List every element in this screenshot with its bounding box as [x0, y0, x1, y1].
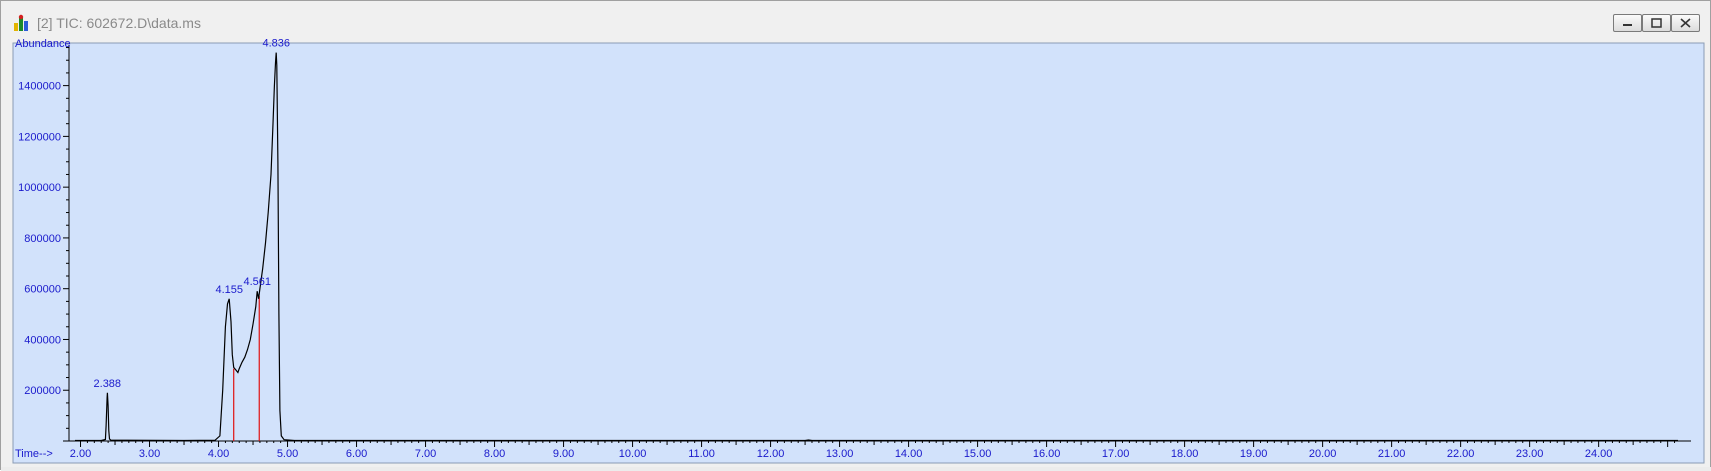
x-tick-label: 16.00: [1033, 448, 1061, 460]
chromatogram-app-icon: [14, 14, 28, 31]
tick-layer: 2.00 3.00 4.00 5.00 6.00 7.00 8.00 9.00 10.00 11.…: [18, 47, 1676, 460]
peak-label: 4.836: [262, 38, 290, 50]
x-tick-label: 11.00: [688, 448, 715, 460]
window-bottom-edge: [1, 467, 1711, 471]
y-tick-label: 200000: [24, 385, 61, 397]
peak-label: 2.388: [94, 378, 122, 390]
window-title: [2] TIC: 602672.D\data.ms: [37, 15, 201, 31]
x-tick-label: 19.00: [1240, 448, 1268, 460]
x-tick-label: 23.00: [1516, 448, 1544, 460]
x-tick-label: 10.00: [619, 448, 647, 460]
y-tick-label: 1000000: [18, 182, 61, 194]
x-tick-label: 13.00: [826, 448, 854, 460]
plot-area: [12, 42, 1705, 464]
x-tick-label: 5.00: [277, 448, 298, 460]
x-tick-label: 24.00: [1585, 448, 1613, 460]
x-tick-label: 6.00: [346, 448, 367, 460]
x-tick-label: 12.00: [757, 448, 785, 460]
x-tick-label: 14.00: [895, 448, 923, 460]
y-tick-label: 600000: [24, 284, 61, 296]
x-tick-label: 8.00: [484, 448, 505, 460]
y-tick-label: 1400000: [18, 81, 61, 93]
y-tick-label: 1200000: [18, 131, 61, 143]
y-tick-label: 400000: [24, 334, 61, 346]
x-tick-label: 17.00: [1102, 448, 1130, 460]
x-tick-label: 22.00: [1447, 448, 1475, 460]
peak-label: 4.561: [243, 276, 271, 288]
y-tick-label: 800000: [24, 233, 61, 245]
tic-trace: [75, 52, 1678, 442]
x-tick-label: 7.00: [415, 448, 436, 460]
peak-label: 4.155: [215, 284, 243, 296]
y-axis-label: Abundance: [15, 38, 71, 50]
x-tick-label: 20.00: [1309, 448, 1337, 460]
x-tick-label: 4.00: [208, 448, 229, 460]
window-titlebar[interactable]: [2] TIC: 602672.D\data.ms: [1, 1, 1710, 43]
restore-icon: [1651, 18, 1662, 28]
close-button[interactable]: [1671, 14, 1700, 32]
minimize-icon: [1623, 24, 1632, 26]
x-axis-label: Time-->: [15, 448, 53, 460]
restore-button[interactable]: [1642, 14, 1671, 32]
x-tick-label: 21.00: [1378, 448, 1406, 460]
x-tick-label: 9.00: [553, 448, 574, 460]
close-icon: [1680, 18, 1691, 28]
integration-layer: [233, 296, 260, 441]
x-tick-label: 18.00: [1171, 448, 1199, 460]
x-tick-label: 15.00: [964, 448, 992, 460]
minimize-button[interactable]: [1613, 14, 1642, 32]
x-tick-label: 3.00: [139, 448, 160, 460]
x-tick-label: 2.00: [70, 448, 91, 460]
